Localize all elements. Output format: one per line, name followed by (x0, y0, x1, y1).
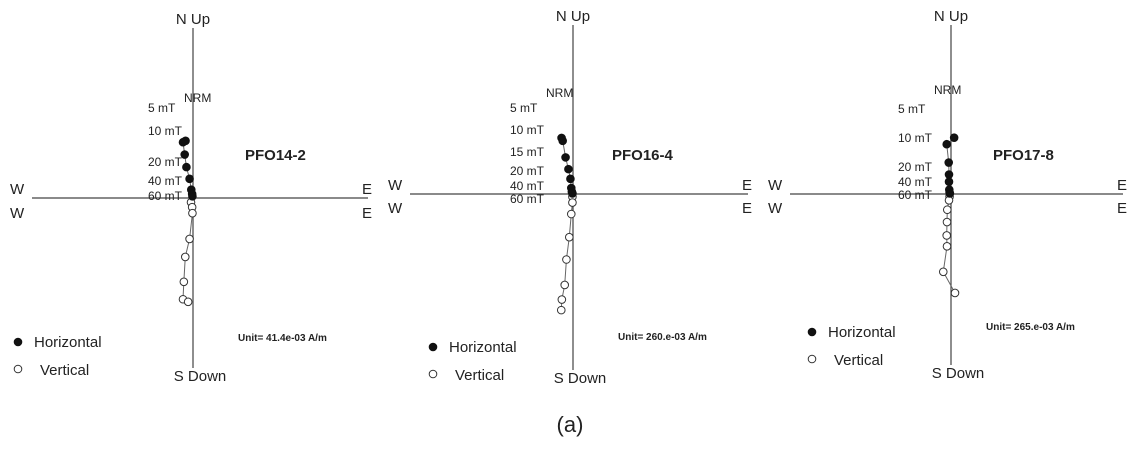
step-label: 20 mT (148, 155, 183, 169)
step-label: NRM (934, 83, 961, 97)
axis-label-west-upper: W (10, 181, 25, 198)
horizontal-point (944, 158, 954, 167)
axis-label-east-upper: E (362, 181, 372, 198)
specimen-title: PFO16-4 (612, 147, 674, 164)
legend-vertical-label: Vertical (455, 367, 504, 384)
axis-label-north: N Up (934, 8, 968, 25)
step-label: NRM (546, 86, 573, 100)
axis-label-south: S Down (554, 370, 607, 387)
legend-horizontal-marker (13, 337, 23, 347)
horizontal-point (944, 170, 954, 179)
step-label: 60 mT (898, 188, 933, 202)
legend-horizontal-label: Horizontal (828, 324, 896, 341)
step-label: 20 mT (898, 160, 933, 174)
horizontal-point (566, 174, 575, 184)
horizontal-point (188, 191, 197, 201)
step-label: 40 mT (148, 174, 183, 188)
horizontal-point (185, 174, 194, 184)
vertical-point (942, 217, 952, 227)
specimen-title: PFO17-8 (993, 147, 1054, 164)
step-label: 15 mT (510, 145, 545, 159)
unit-label: Unit= 265.e-03 A/m (986, 322, 1075, 333)
axis-label-east-upper: E (1117, 177, 1127, 194)
horizontal-point (178, 137, 188, 147)
axis-label-west-lower: W (388, 200, 403, 217)
vertical-point (188, 208, 197, 218)
legend-vertical-marker (807, 354, 817, 364)
axis-label-south: S Down (932, 365, 985, 382)
vertical-point (942, 205, 952, 215)
legend-horizontal-marker (807, 327, 817, 337)
axis-label-east-lower: E (1117, 200, 1127, 217)
horizontal-point (558, 136, 568, 146)
step-label: 5 mT (510, 101, 538, 115)
legend-vertical-marker (13, 364, 23, 374)
axis-label-east-lower: E (362, 205, 372, 222)
vertical-point (564, 232, 574, 242)
vertical-point (568, 198, 577, 207)
vertical-path-line (182, 202, 193, 303)
step-label: 40 mT (898, 175, 933, 189)
axis-label-west-upper: W (388, 177, 403, 194)
step-label: 20 mT (510, 164, 545, 178)
horizontal-point (568, 189, 577, 198)
legend-horizontal-marker (428, 342, 438, 352)
vertical-point (938, 267, 948, 277)
step-label: 60 mT (148, 189, 183, 203)
axis-label-west-lower: W (768, 200, 783, 217)
specimen-title: PFO14-2 (245, 147, 306, 164)
horizontal-point (564, 164, 573, 174)
legend-vertical-label: Vertical (834, 352, 883, 369)
step-label: 10 mT (510, 123, 545, 137)
step-label: 10 mT (898, 131, 933, 145)
axis-label-south: S Down (174, 368, 227, 385)
legend-vertical-marker (428, 369, 438, 379)
vertical-point (185, 234, 194, 244)
vertical-point (562, 255, 571, 264)
axis-label-west-upper: W (768, 177, 783, 194)
unit-label: Unit= 41.4e-03 A/m (238, 333, 327, 344)
figure-caption: (a) (556, 412, 584, 437)
axis-label-east-upper: E (742, 177, 752, 194)
horizontal-point (949, 133, 959, 142)
vertical-point (942, 242, 952, 251)
axis-label-north: N Up (176, 11, 210, 28)
step-label: 10 mT (148, 124, 183, 138)
horizontal-point (945, 189, 955, 198)
vertical-point (179, 277, 189, 287)
horizontal-point (942, 139, 952, 149)
axis-label-north: N Up (556, 8, 590, 25)
step-label: 5 mT (898, 102, 926, 116)
step-label: 5 mT (148, 101, 176, 115)
vertical-point (942, 231, 952, 240)
step-label: NRM (184, 91, 211, 105)
axis-label-east-lower: E (742, 200, 752, 217)
unit-label: Unit= 260.e-03 A/m (618, 332, 707, 343)
vertical-point (560, 280, 570, 290)
legend-horizontal-label: Horizontal (34, 334, 102, 351)
vertical-point (557, 295, 567, 304)
horizontal-point (180, 150, 190, 159)
vertical-point (556, 305, 566, 315)
vertical-point (180, 252, 190, 262)
vertical-point (183, 297, 193, 307)
legend-horizontal-label: Horizontal (449, 339, 517, 356)
step-label: 40 mT (510, 179, 545, 193)
vertical-point (950, 288, 960, 298)
step-label: 60 mT (510, 192, 545, 206)
horizontal-point (182, 162, 191, 172)
horizontal-point (944, 177, 954, 187)
horizontal-point (561, 153, 570, 162)
legend-vertical-label: Vertical (40, 362, 89, 379)
axis-label-west-lower: W (10, 205, 25, 222)
vertical-point (566, 209, 576, 219)
